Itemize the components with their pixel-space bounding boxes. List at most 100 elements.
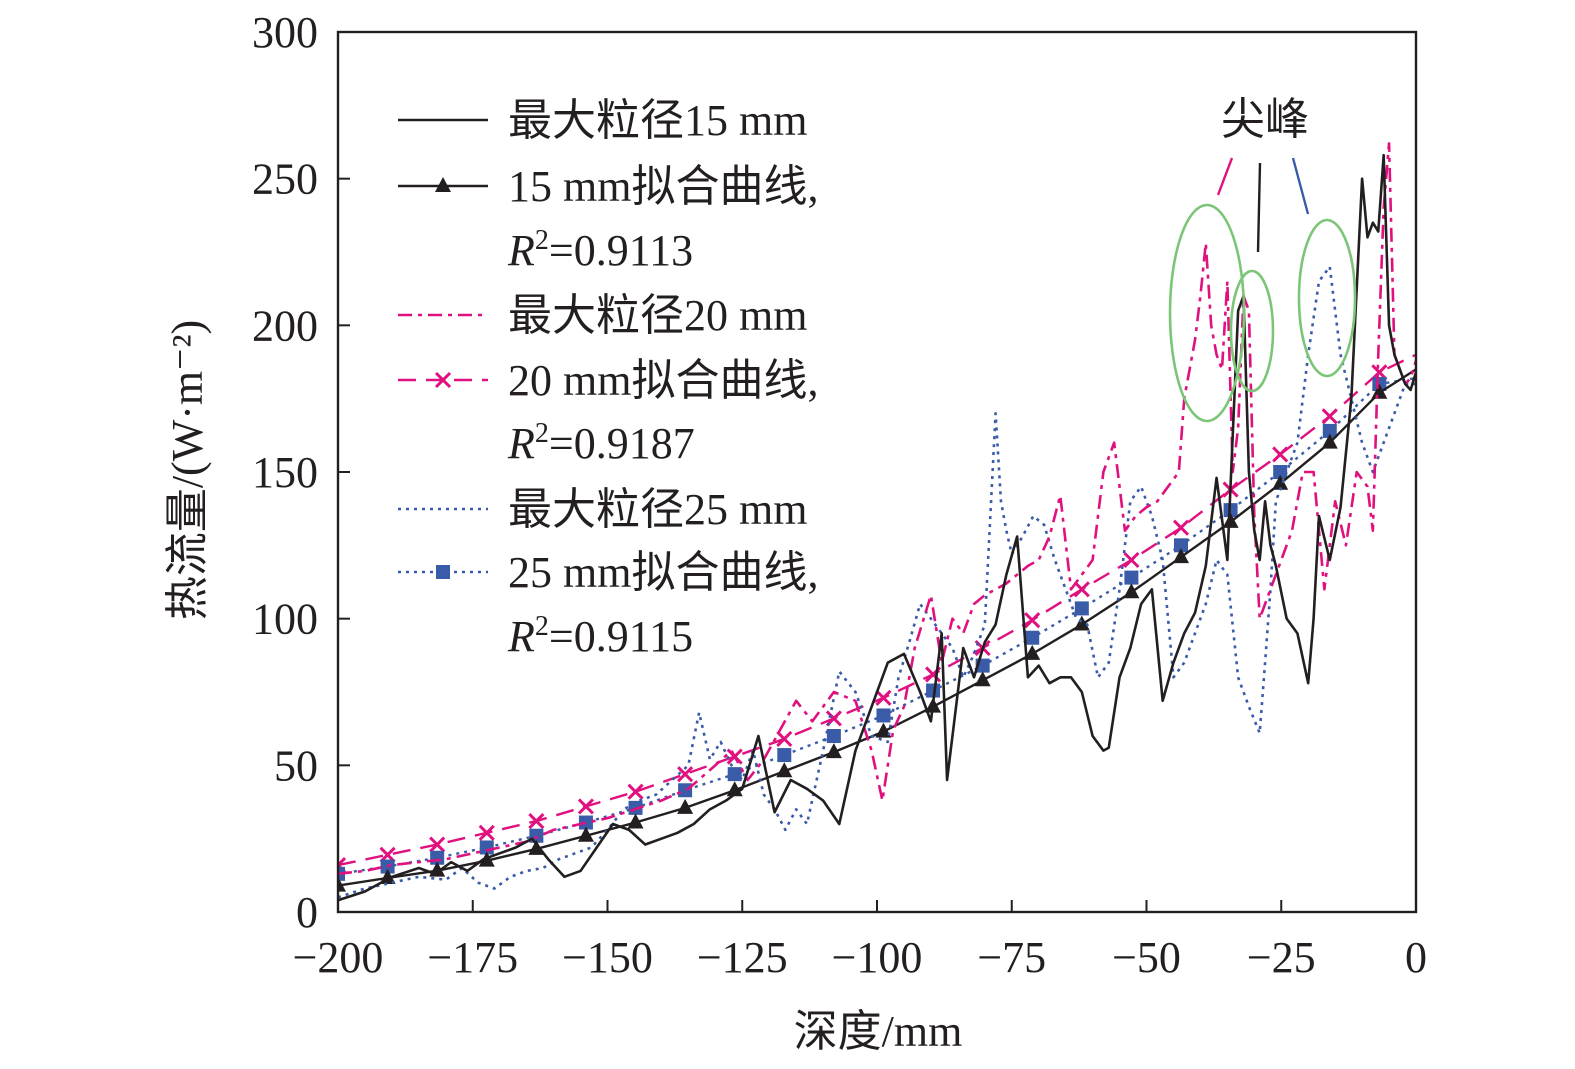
legend-label: 20 mm拟合曲线, xyxy=(508,356,818,405)
plot-frame xyxy=(336,30,1418,914)
legend-marker xyxy=(435,177,451,192)
annotation-label: 尖峰 xyxy=(1221,95,1309,144)
x-tick-label: −125 xyxy=(697,933,788,982)
legend-entry: 最大粒径25 mm xyxy=(398,485,807,534)
x-axis-title: 深度/mm xyxy=(794,1007,963,1056)
data-point xyxy=(727,767,742,782)
data-point xyxy=(1322,423,1337,438)
y-tick-label: 100 xyxy=(252,595,318,644)
data-point xyxy=(429,836,446,853)
data-point xyxy=(1371,383,1388,399)
data-point xyxy=(677,766,694,783)
legend-label: 最大粒径25 mm xyxy=(508,485,807,534)
y-axis-title: 热流量/(W·m⁻²) xyxy=(163,320,212,620)
data-point xyxy=(777,748,792,763)
data-point xyxy=(1321,408,1338,425)
fit-line xyxy=(338,376,1416,876)
spike-annotation: 尖峰 xyxy=(1168,95,1357,423)
legend-entry: 15 mm拟合曲线, R2=0.9113 xyxy=(398,162,818,275)
x-tick-label: −175 xyxy=(427,933,518,982)
data-point xyxy=(479,840,494,855)
series-0 xyxy=(338,153,1416,902)
data-point xyxy=(1024,644,1041,660)
data-point xyxy=(1272,474,1289,490)
legend-label: 最大粒径20 mm xyxy=(508,291,807,340)
data-point xyxy=(1025,630,1040,645)
x-tick-label: −150 xyxy=(562,933,653,982)
legend-label: 25 mm拟合曲线, xyxy=(508,548,818,597)
data-point xyxy=(627,813,644,829)
pointer-line xyxy=(1256,162,1262,253)
data-point xyxy=(528,813,545,830)
y-tick-label: 200 xyxy=(252,301,318,350)
data-point xyxy=(1123,583,1140,599)
legend-entry: 20 mm拟合曲线, R2=0.9187 xyxy=(398,356,818,468)
data-line xyxy=(338,265,1416,899)
data-point xyxy=(776,730,793,747)
data-point xyxy=(825,743,842,759)
data-point xyxy=(875,722,892,738)
pointer-line xyxy=(1291,157,1310,215)
data-point xyxy=(338,876,346,892)
data-point xyxy=(776,762,793,778)
data-point xyxy=(1272,446,1289,463)
plot-area xyxy=(336,30,1418,914)
data-point xyxy=(1074,601,1089,616)
data-point xyxy=(627,783,644,800)
legend-label: 15 mm拟合曲线, xyxy=(508,162,818,211)
data-point xyxy=(577,798,595,815)
data-point xyxy=(1273,465,1288,479)
highlight-ellipse xyxy=(1297,218,1357,378)
axis-ticks: −200 −175 −150 −125 −100 −75 −50 −25 0 0 50 100 150 2… xyxy=(252,8,1427,982)
y-tick-label: 250 xyxy=(252,155,318,204)
data-point xyxy=(379,846,396,863)
data-point xyxy=(826,729,841,743)
x-tick-label: −200 xyxy=(293,933,384,982)
data-point xyxy=(974,671,991,687)
data-point xyxy=(1024,612,1041,629)
data-point xyxy=(1172,548,1189,564)
data-point xyxy=(578,815,593,830)
data-point xyxy=(1124,570,1139,585)
data-point xyxy=(677,798,694,814)
data-line xyxy=(338,153,1416,902)
legend-entry: 最大粒径15 mm xyxy=(398,96,807,145)
data-point xyxy=(1321,433,1338,449)
series-4 xyxy=(338,265,1416,899)
legend-r2: R2=0.9187 xyxy=(507,418,695,468)
data-point xyxy=(1123,551,1140,569)
legend-entry: 25 mm拟合曲线, R2=0.9115 xyxy=(398,548,818,661)
x-tick-label: −100 xyxy=(832,933,923,982)
data-point xyxy=(875,689,892,706)
series-3 xyxy=(338,353,1416,874)
legend-r2: R2=0.9113 xyxy=(507,225,693,275)
highlight-ellipse xyxy=(1168,203,1246,423)
x-tick-label: −50 xyxy=(1112,933,1181,982)
y-tick-label: 0 xyxy=(296,888,318,937)
data-line xyxy=(338,142,1416,876)
x-tick-label: 0 xyxy=(1405,933,1427,982)
data-point xyxy=(478,824,495,841)
data-point xyxy=(926,683,941,698)
data-point xyxy=(1173,538,1188,553)
x-tick-label: −25 xyxy=(1247,933,1316,982)
data-point xyxy=(577,826,594,842)
highlight-ellipse xyxy=(1229,269,1275,393)
data-point xyxy=(1172,519,1190,536)
pointer-line xyxy=(1216,157,1234,196)
legend-marker xyxy=(436,565,450,579)
legend-label: 最大粒径15 mm xyxy=(508,96,807,145)
data-point xyxy=(678,783,693,798)
legend-entry: 最大粒径20 mm xyxy=(398,291,807,340)
y-tick-label: 150 xyxy=(252,448,318,497)
fit-line xyxy=(338,368,1416,887)
data-point xyxy=(876,708,891,723)
legend-r2: R2=0.9115 xyxy=(507,611,693,661)
series-2 xyxy=(338,142,1416,876)
legend: 最大粒径15 mm 15 mm拟合曲线, R2=0.9113 最大粒径20 mm 20 … xyxy=(398,96,818,661)
data-point xyxy=(1073,615,1090,631)
series-layer xyxy=(338,142,1416,902)
y-tick-label: 300 xyxy=(252,8,318,57)
data-point xyxy=(1073,581,1090,598)
